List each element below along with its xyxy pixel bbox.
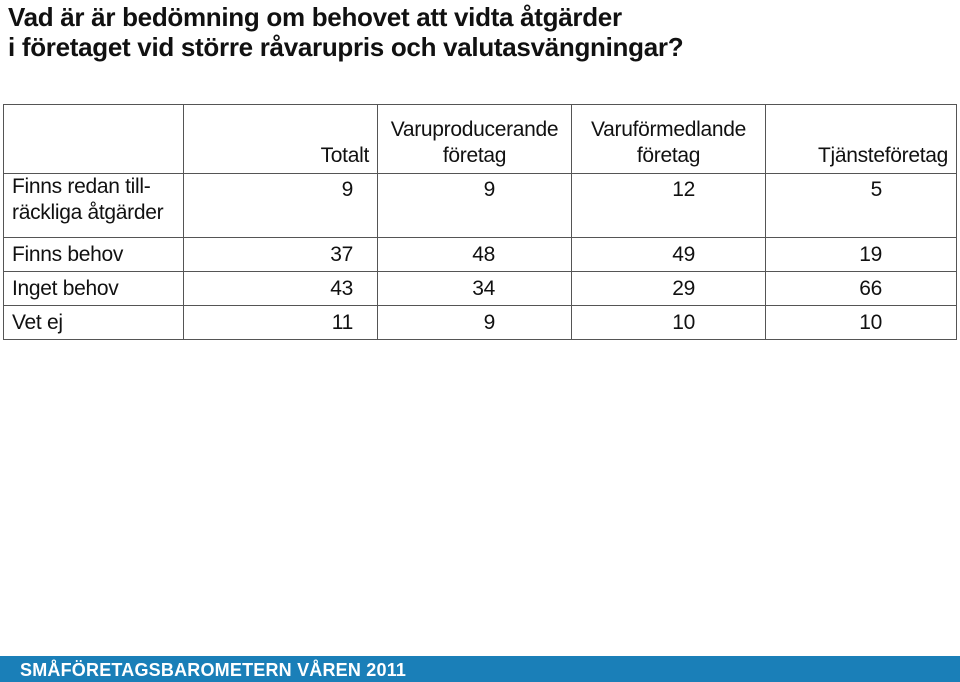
row-label: Inget behov — [3, 271, 184, 306]
cell-varuproducerande: 48 — [377, 237, 572, 272]
row-label: Finns redan till- räckliga åtgärder — [3, 173, 184, 238]
cell-totalt: 9 — [183, 173, 378, 238]
cell-varuformedlande: 29 — [571, 271, 766, 306]
cell-totalt: 37 — [183, 237, 378, 272]
row-label-line-1: Finns redan till- — [12, 175, 151, 198]
cell-totalt: 11 — [183, 305, 378, 340]
cell-varuproducerande: 9 — [377, 305, 572, 340]
row-label-line-2: räckliga åtgärder — [12, 201, 164, 224]
header-varuformedlande-line-1: Varuförmedlande — [590, 118, 747, 141]
table-row: Inget behov 43 34 29 66 — [3, 271, 957, 306]
header-label-cell — [3, 104, 184, 174]
header-tjansteforetag-label: Tjänsteföretag — [817, 144, 948, 167]
row-label: Finns behov — [3, 237, 184, 272]
header-varuproducerande: Varuproducerande företag — [377, 104, 572, 174]
footer-publication-name: SMÅFÖRETAGSBAROMETERN VÅREN 2011 — [20, 660, 407, 680]
cell-tjansteforetag: 19 — [765, 237, 957, 272]
cell-tjansteforetag: 10 — [765, 305, 957, 340]
footer-bar: SMÅFÖRETAGSBAROMETERN VÅREN 2011 — [0, 656, 960, 682]
results-table: Totalt Varuproducerande företag Varuförm… — [3, 104, 957, 340]
header-varuproducerande-line-2: företag — [442, 144, 507, 167]
table-header-row: Totalt Varuproducerande företag Varuförm… — [3, 104, 957, 174]
page-title-line-1: Vad är är bedömning om behovet att vidta… — [8, 2, 622, 32]
header-varuformedlande: Varuförmedlande företag — [571, 104, 766, 174]
table-row: Finns behov 37 48 49 19 — [3, 237, 957, 272]
table-row: Finns redan till- räckliga åtgärder 9 9 … — [3, 173, 957, 238]
cell-totalt: 43 — [183, 271, 378, 306]
cell-varuformedlande: 49 — [571, 237, 766, 272]
page-title: Vad är är bedömning om behovet att vidta… — [8, 2, 948, 62]
table-row: Vet ej 11 9 10 10 — [3, 305, 957, 340]
cell-varuproducerande: 34 — [377, 271, 572, 306]
page-title-line-2: i företaget vid större råvarupris och va… — [8, 32, 684, 62]
cell-varuformedlande: 12 — [571, 173, 766, 238]
cell-tjansteforetag: 5 — [765, 173, 957, 238]
cell-tjansteforetag: 66 — [765, 271, 957, 306]
header-varuformedlande-line-2: företag — [636, 144, 701, 167]
header-varuproducerande-line-1: Varuproducerande — [390, 118, 559, 141]
cell-varuformedlande: 10 — [571, 305, 766, 340]
header-tjansteforetag: Tjänsteföretag — [765, 104, 957, 174]
header-totalt-label: Totalt — [320, 144, 370, 167]
cell-varuproducerande: 9 — [377, 173, 572, 238]
row-label: Vet ej — [3, 305, 184, 340]
header-totalt: Totalt — [183, 104, 378, 174]
